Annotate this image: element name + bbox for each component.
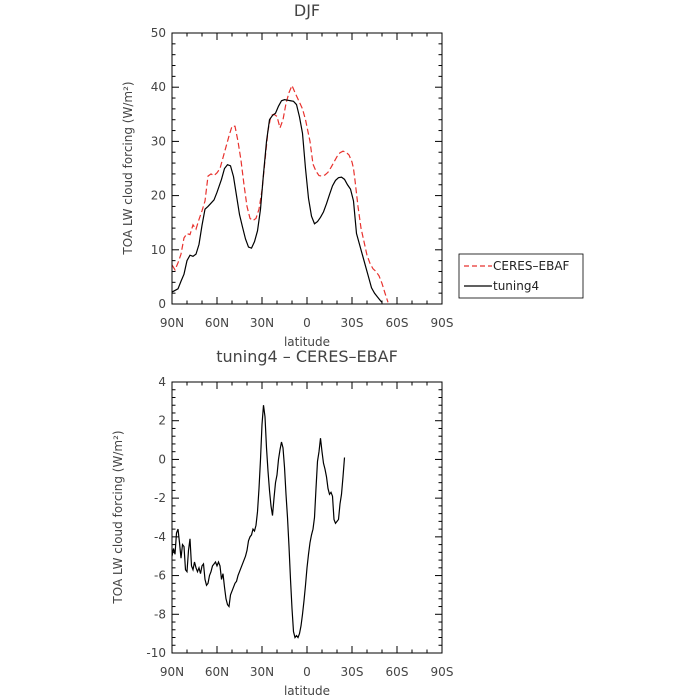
y-tick-label: 4 [158, 375, 166, 389]
x-tick-label: 0 [303, 316, 311, 330]
y-tick-label: -6 [154, 569, 166, 583]
legend-entry-ceres: CERES–EBAF [493, 259, 570, 273]
axis-ticks: -10 -8 -6 -4 -2 0 2 4 90N 60N 30N 0 30S 60S 90S [146, 375, 453, 679]
y-tick-label: 10 [151, 243, 166, 257]
x-tick-label: 90N [160, 665, 184, 679]
x-tick-label: 90S [431, 316, 454, 330]
y-tick-label: 0 [158, 297, 166, 311]
legend-entry-tuning4: tuning4 [493, 279, 539, 293]
x-tick-label: 30S [341, 316, 364, 330]
y-tick-label: -8 [154, 607, 166, 621]
axis-ticks: 0 10 20 30 40 50 90N 60N 30N 0 30S 60S 90S [151, 26, 454, 330]
x-tick-label: 60N [205, 316, 229, 330]
plot-marks [171, 84, 389, 303]
x-tick-label: 60S [386, 665, 409, 679]
y-tick-label: 20 [151, 189, 166, 203]
series-line-ceres-ebaf [171, 84, 389, 303]
y-axis-label: TOA LW cloud forcing (W/m²) [121, 81, 135, 255]
x-tick-label: 0 [303, 665, 311, 679]
y-axis-label: TOA LW cloud forcing (W/m²) [111, 430, 125, 604]
y-tick-label: -10 [146, 646, 166, 660]
y-tick-label: -2 [154, 491, 166, 505]
x-tick-label: 60S [386, 316, 409, 330]
y-tick-label: 30 [151, 134, 166, 148]
x-tick-label: 90S [431, 665, 454, 679]
y-tick-label: 2 [158, 414, 166, 428]
y-tick-label: 50 [151, 26, 166, 40]
chart-title: tuning4 – CERES–EBAF [216, 347, 398, 366]
plot-marks [171, 405, 346, 639]
y-tick-label: -4 [154, 530, 166, 544]
plot-frame [171, 381, 443, 654]
legend: CERES–EBAF tuning4 [458, 253, 584, 299]
panel-difference: tuning4 – CERES–EBAF -10 -8 -6 -4 -2 0 2 4 90N 60… [111, 347, 453, 698]
y-tick-label: 40 [151, 80, 166, 94]
x-axis-label: latitude [284, 335, 330, 349]
x-tick-label: 30N [250, 316, 274, 330]
panel-djf: DJF 0 10 20 30 40 50 90N 60N 30N 0 30S 60S 90S latit… [121, 1, 584, 349]
x-tick-label: 60N [205, 665, 229, 679]
x-tick-label: 30S [341, 665, 364, 679]
series-line-difference [171, 405, 346, 639]
y-tick-label: 0 [158, 452, 166, 466]
chart-title: DJF [294, 1, 320, 20]
plot-frame [171, 32, 443, 305]
x-axis-label: latitude [284, 684, 330, 698]
x-tick-label: 30N [250, 665, 274, 679]
legend-box [458, 253, 584, 299]
series-line-tuning4 [171, 99, 383, 303]
x-tick-label: 90N [160, 316, 184, 330]
